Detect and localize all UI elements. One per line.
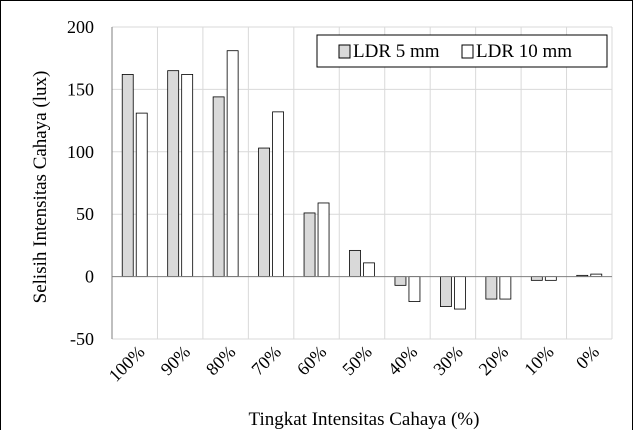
- bar-ldr-10-mm-4: [317, 202, 330, 278]
- legend-box: [316, 34, 608, 68]
- y-tick-label: 150: [67, 79, 94, 99]
- bar-ldr-5-mm-1: [167, 70, 180, 277]
- axes: [111, 27, 612, 339]
- bars: [121, 50, 603, 310]
- y-tick-label: -50: [70, 329, 94, 349]
- bar-ldr-5-mm-7: [440, 276, 452, 307]
- legend-label-ldr-5mm: LDR 5 mm: [353, 41, 440, 62]
- y-tick-label: 100: [67, 142, 94, 162]
- bar-ldr-10-mm-6: [408, 276, 421, 302]
- x-axis-label: Tingkat Intensitas Cahaya (%): [249, 409, 480, 430]
- legend-swatch-ldr-10mm: [461, 44, 474, 59]
- legend-swatch-ldr-5mm: [338, 44, 351, 59]
- legend: LDR 5 mm LDR 10 mm: [316, 34, 608, 68]
- bar-ldr-10-mm-2: [226, 50, 239, 278]
- bar-ldr-5-mm-8: [485, 276, 498, 300]
- y-axis-label: Selisih Intensitas Cahaya (lux): [30, 71, 51, 304]
- y-tick-label: 50: [76, 204, 94, 224]
- legend-label-ldr-10mm: LDR 10 mm: [476, 41, 572, 62]
- bar-ldr-10-mm-9: [544, 276, 557, 281]
- y-tick-labels: -50 0 50 100 150 200: [67, 17, 94, 349]
- bar-ldr-10-mm-5: [363, 262, 375, 278]
- bar-ldr-10-mm-1: [181, 74, 194, 277]
- bar-ldr-5-mm-9: [530, 276, 543, 281]
- bar-ldr-5-mm-6: [394, 276, 407, 286]
- bar-ldr-5-mm-0: [121, 74, 134, 277]
- bar-ldr-10-mm-7: [454, 276, 466, 310]
- bar-ldr-10-mm-3: [272, 111, 284, 277]
- y-tick-label: 0: [85, 267, 94, 287]
- bar-ldr-10-mm-0: [135, 112, 148, 278]
- bar-ldr-5-mm-3: [258, 147, 270, 278]
- bar-ldr-10-mm-8: [499, 276, 512, 300]
- gridlines: [112, 26, 613, 340]
- bar-ldr-5-mm-5: [349, 249, 361, 277]
- y-tick-label: 200: [67, 17, 94, 37]
- bar-ldr-5-mm-4: [303, 212, 316, 277]
- bar-ldr-5-mm-2: [212, 96, 225, 278]
